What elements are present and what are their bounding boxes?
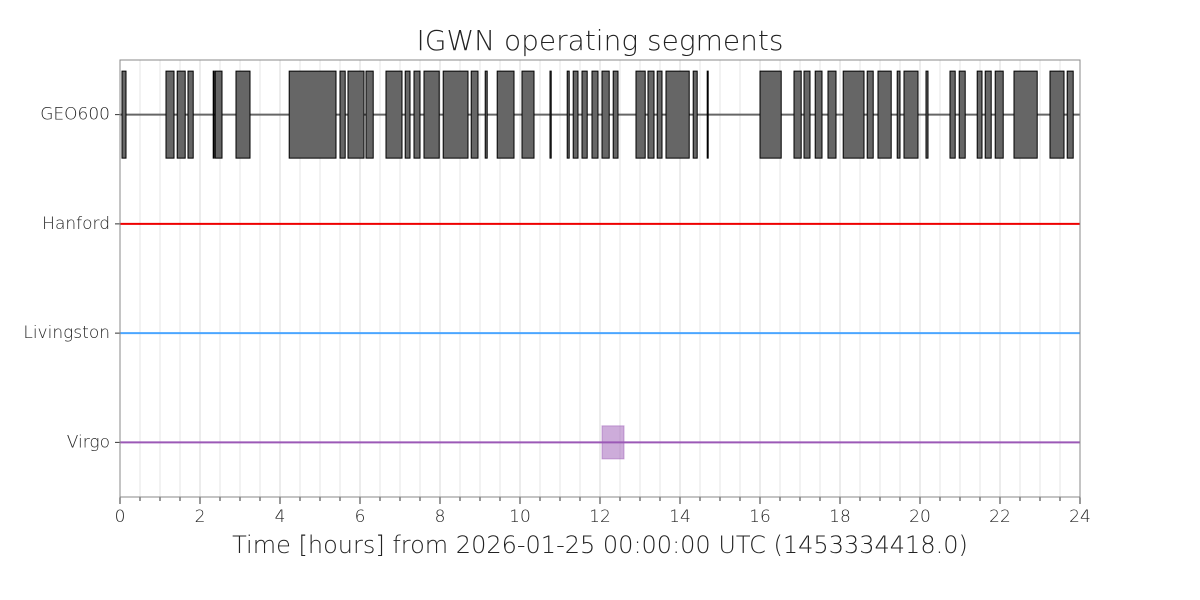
- active-segment: [423, 70, 440, 159]
- active-segment: [484, 70, 488, 159]
- active-segment: [212, 70, 215, 159]
- active-segment: [612, 70, 619, 159]
- active-segment: [958, 70, 966, 159]
- active-segment: [235, 70, 251, 159]
- active-segment: [656, 70, 663, 159]
- active-segment: [176, 70, 186, 159]
- active-segment: [814, 70, 823, 159]
- x-tick-label: 12: [589, 507, 611, 527]
- active-segment: [692, 70, 698, 159]
- x-tick-label: 2: [195, 507, 206, 527]
- active-segment: [413, 70, 421, 159]
- active-segment: [591, 70, 599, 159]
- active-segment: [165, 70, 175, 159]
- active-segment: [635, 70, 646, 159]
- x-tick-label: 4: [275, 507, 286, 527]
- active-segment: [647, 70, 655, 159]
- chart-title: IGWN operating segments: [417, 24, 784, 57]
- active-segment: [581, 70, 588, 159]
- active-segment: [866, 70, 874, 159]
- active-segment: [385, 70, 403, 159]
- x-tick-label: 24: [1069, 507, 1091, 527]
- active-segment: [347, 70, 365, 159]
- active-segment: [288, 70, 337, 159]
- x-tick-label: 6: [355, 507, 366, 527]
- active-segment: [496, 70, 515, 159]
- active-segment: [187, 70, 194, 159]
- active-segment: [984, 70, 992, 159]
- active-segment: [572, 70, 579, 159]
- active-segment: [601, 425, 625, 460]
- active-segment: [827, 70, 837, 159]
- active-segment: [549, 70, 552, 159]
- active-segment: [566, 70, 570, 159]
- active-segment: [665, 70, 690, 159]
- active-segment: [896, 70, 901, 159]
- y-tick-label: Livingston: [23, 323, 110, 343]
- x-tick-label: 0: [115, 507, 126, 527]
- x-tick-label: 22: [989, 507, 1011, 527]
- active-segment: [442, 70, 469, 159]
- active-segment: [994, 70, 1004, 159]
- active-segment: [976, 70, 983, 159]
- active-segment: [121, 70, 127, 159]
- active-segment: [1066, 70, 1074, 159]
- y-tick-label: GEO600: [40, 105, 110, 125]
- active-segment: [1013, 70, 1038, 159]
- active-segment: [949, 70, 956, 159]
- y-tick-label: Virgo: [67, 432, 110, 452]
- active-segment: [877, 70, 892, 159]
- active-segment: [903, 70, 919, 159]
- x-axis-label: Time [hours] from 2026-01-25 00:00:00 UT…: [232, 531, 968, 559]
- active-segment: [521, 70, 535, 159]
- active-segment: [214, 70, 223, 159]
- active-segment: [803, 70, 811, 159]
- active-segment: [706, 70, 709, 159]
- active-segment: [759, 70, 782, 159]
- x-tick-label: 10: [509, 507, 531, 527]
- x-tick-label: 14: [669, 507, 691, 527]
- active-segment: [1049, 70, 1065, 159]
- active-segment: [339, 70, 346, 159]
- x-tick-label: 8: [435, 507, 446, 527]
- active-segment: [470, 70, 479, 159]
- x-tick-label: 16: [749, 507, 771, 527]
- y-tick-label: Hanford: [42, 214, 110, 234]
- active-segment: [404, 70, 411, 159]
- x-tick-label: 18: [829, 507, 851, 527]
- active-segment: [601, 70, 610, 159]
- active-segment: [793, 70, 802, 159]
- plot-frame: [119, 59, 1081, 498]
- active-segment: [842, 70, 865, 159]
- x-tick-label: 20: [909, 507, 931, 527]
- active-segment: [365, 70, 374, 159]
- active-segment: [925, 70, 929, 159]
